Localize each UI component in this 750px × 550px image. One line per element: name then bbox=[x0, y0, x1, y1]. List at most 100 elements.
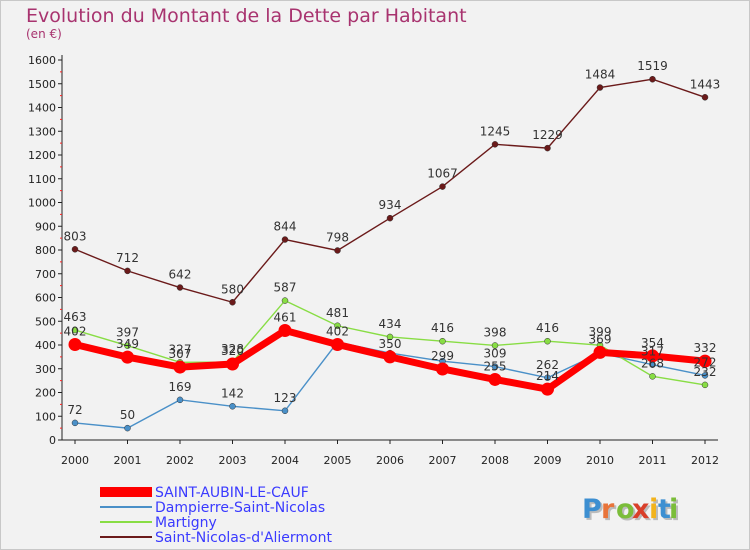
data-label: 369 bbox=[589, 332, 612, 346]
series-point bbox=[124, 342, 131, 349]
data-label: 72 bbox=[67, 403, 82, 417]
y-tick-label: 1500 bbox=[28, 78, 56, 91]
logo-letter-shadow: x bbox=[634, 496, 651, 527]
data-label: 934 bbox=[379, 198, 402, 212]
y-tick-label: 200 bbox=[35, 387, 56, 400]
y-tick-label: 1400 bbox=[28, 102, 56, 115]
y-tick-label: 400 bbox=[35, 339, 56, 352]
legend-label: Dampierre-Saint-Nicolas bbox=[155, 500, 325, 516]
y-tick-label: 700 bbox=[35, 268, 56, 281]
x-tick-label: 2012 bbox=[691, 454, 719, 467]
data-label: 402 bbox=[326, 325, 349, 339]
logo-letter: o bbox=[616, 494, 635, 525]
series-point bbox=[649, 373, 656, 380]
y-tick-label: 1100 bbox=[28, 173, 56, 186]
series-point bbox=[229, 403, 236, 410]
series-point bbox=[701, 372, 709, 379]
data-label: 844 bbox=[274, 220, 297, 234]
series-point bbox=[593, 345, 607, 359]
logo-letter-shadow: P bbox=[584, 496, 604, 527]
data-label: 712 bbox=[116, 251, 139, 265]
data-label: 1245 bbox=[480, 124, 511, 138]
series-point bbox=[229, 299, 236, 306]
x-tick-label: 2011 bbox=[639, 454, 667, 467]
logo-letter-shadow: r bbox=[603, 496, 617, 527]
data-label: 354 bbox=[641, 336, 664, 350]
x-tick-label: 2008 bbox=[481, 454, 509, 467]
data-label: 463 bbox=[64, 310, 87, 324]
y-tick-label: 1000 bbox=[28, 197, 56, 210]
x-tick-label: 2004 bbox=[271, 454, 299, 467]
y-tick-label: 500 bbox=[35, 315, 56, 328]
data-label: 349 bbox=[116, 337, 139, 351]
data-label: 299 bbox=[431, 349, 454, 363]
x-tick-label: 2009 bbox=[534, 454, 562, 467]
series-point bbox=[491, 363, 499, 370]
logo-letter: i bbox=[649, 494, 658, 525]
series-point bbox=[701, 381, 709, 389]
data-label: 327 bbox=[169, 342, 192, 356]
data-label: 798 bbox=[326, 230, 349, 244]
series-layer bbox=[68, 75, 712, 432]
series-point bbox=[488, 372, 502, 386]
series-point bbox=[176, 284, 184, 291]
data-label: 587 bbox=[274, 281, 297, 295]
data-label: 642 bbox=[169, 268, 192, 282]
y-tick-label: 1300 bbox=[28, 125, 56, 138]
x-tick-label: 2010 bbox=[586, 454, 614, 467]
data-label: 317 bbox=[641, 345, 664, 359]
data-label: 350 bbox=[379, 337, 402, 351]
data-label: 1443 bbox=[690, 77, 721, 91]
series-point bbox=[176, 396, 184, 404]
logo-letter: i bbox=[669, 494, 678, 525]
series-point bbox=[173, 360, 187, 374]
data-label: 332 bbox=[694, 341, 717, 355]
series-point bbox=[71, 246, 79, 253]
y-tick-label: 600 bbox=[35, 292, 56, 305]
data-label: 232 bbox=[694, 365, 717, 379]
legend: SAINT-AUBIN-LE-CAUFDampierre-Saint-Nicol… bbox=[100, 485, 333, 546]
data-label: 397 bbox=[116, 326, 139, 340]
y-tick-label: 300 bbox=[35, 363, 56, 376]
proxiti-logo: PP rr oo xx ii tt ii bbox=[582, 494, 680, 527]
legend-label: Martigny bbox=[155, 515, 217, 531]
series-point bbox=[278, 324, 292, 338]
y-tick-label: 900 bbox=[35, 220, 56, 233]
series-point bbox=[544, 144, 551, 152]
logo-letter-shadow: i bbox=[651, 496, 660, 527]
series-point bbox=[491, 342, 499, 349]
x-tick-label: 2000 bbox=[61, 454, 89, 467]
data-label: 1229 bbox=[532, 128, 563, 142]
series-point bbox=[701, 94, 709, 101]
x-tick-label: 2006 bbox=[376, 454, 404, 467]
series-point bbox=[646, 349, 659, 363]
data-label: 123 bbox=[274, 391, 297, 405]
data-label: 1484 bbox=[585, 68, 616, 82]
y-tick-label: 800 bbox=[35, 244, 56, 257]
series-point bbox=[544, 374, 551, 382]
logo-letter: P bbox=[582, 494, 602, 525]
y-tick-label: 0 bbox=[49, 434, 56, 447]
logo-letter-shadow: t bbox=[660, 496, 673, 527]
series-point bbox=[226, 357, 239, 371]
series-3 bbox=[71, 75, 709, 306]
data-label: 416 bbox=[536, 321, 559, 335]
series-point bbox=[439, 337, 446, 345]
series-point bbox=[71, 419, 79, 427]
data-label: 214 bbox=[536, 369, 559, 383]
logo-letter: r bbox=[601, 494, 615, 525]
data-label: 272 bbox=[694, 355, 717, 369]
series-point bbox=[649, 75, 656, 83]
data-label: 416 bbox=[431, 321, 454, 335]
series-point bbox=[281, 407, 289, 415]
data-label: 255 bbox=[484, 359, 507, 373]
legend-label: SAINT-AUBIN-LE-CAUF bbox=[155, 485, 309, 501]
chart-title: Evolution du Montant de la Dette par Hab… bbox=[26, 5, 467, 27]
series-point bbox=[436, 362, 449, 376]
data-label: 50 bbox=[120, 408, 135, 422]
legend-swatch bbox=[100, 487, 152, 497]
x-tick-label: 2002 bbox=[166, 454, 194, 467]
y-tick-label: 100 bbox=[35, 410, 56, 423]
